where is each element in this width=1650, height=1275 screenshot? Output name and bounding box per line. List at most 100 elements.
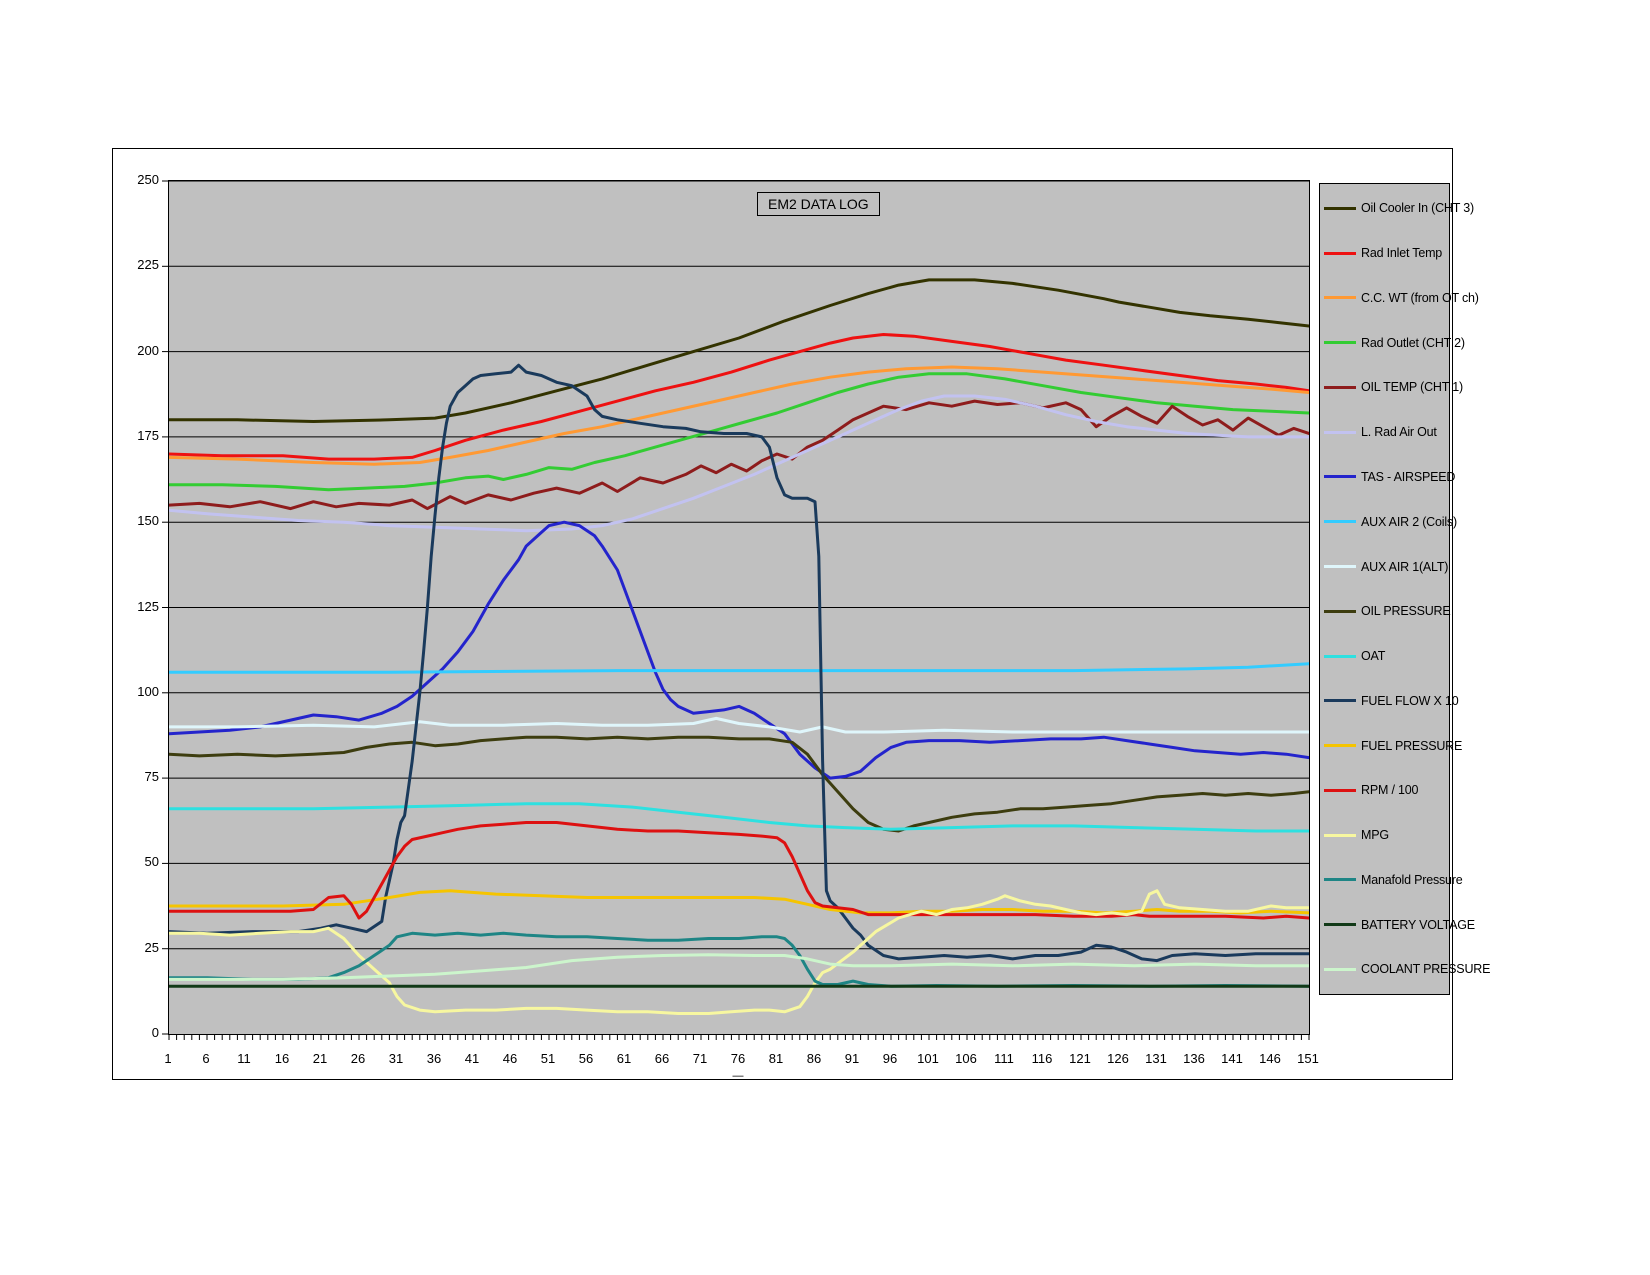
series-mpg <box>169 889 1309 1015</box>
series-coolant-pressure <box>169 953 1309 981</box>
series-fuel-flow-x-10 <box>169 363 1309 963</box>
plot-area[interactable]: EM2 DATA LOG <box>168 180 1310 1035</box>
y-axis-label: 225 <box>137 257 159 273</box>
x-axis-label: 116 <box>1031 1051 1053 1066</box>
legend-label: MPG <box>1361 828 1389 843</box>
x-axis-label: 76 <box>730 1051 746 1066</box>
series-oil-pressure <box>169 735 1309 833</box>
legend-label: OIL PRESSURE <box>1361 604 1451 619</box>
series-c-c-wt-from-ot-ch <box>169 365 1309 466</box>
legend-label: RPM / 100 <box>1361 783 1419 798</box>
y-axis-label: 0 <box>151 1025 159 1040</box>
x-axis-ticks <box>168 1034 1310 1040</box>
y-axis-label: 75 <box>144 769 159 785</box>
legend-swatch-oil-temp-cht-1 <box>1324 385 1356 389</box>
x-axis-label: 61 <box>616 1051 632 1066</box>
x-axis-label: 91 <box>844 1051 860 1066</box>
legend-swatch-oil-cooler-in-cht-3 <box>1324 206 1356 210</box>
legend-item-battery-voltage[interactable]: BATTERY VOLTAGE <box>1324 918 1475 932</box>
legend-item-c-c-wt-from-ot-ch[interactable]: C.C. WT (from OT ch) <box>1324 291 1479 305</box>
x-axis-label: 136 <box>1183 1051 1205 1066</box>
series-fuel-pressure <box>169 889 1309 915</box>
legend-label: TAS - AIRSPEED <box>1361 469 1456 484</box>
x-axis-label: 131 <box>1145 1051 1167 1066</box>
x-axis-label: 146 <box>1259 1051 1281 1066</box>
x-axis-label: 11 <box>237 1051 251 1066</box>
x-axis-label: 111 <box>994 1051 1014 1066</box>
chart-area[interactable]: 250 225 200 175 150 125 100 75 50 25 0 EM2 DATA LO… <box>112 148 1490 1082</box>
x-axis-label: 36 <box>426 1051 442 1066</box>
series-l-rad-air-out <box>169 394 1309 533</box>
x-axis-label: 31 <box>388 1051 404 1066</box>
legend-label: C.C. WT (from OT ch) <box>1361 290 1479 305</box>
series-oil-temp-cht-1 <box>169 399 1309 511</box>
y-axis-label: 175 <box>137 427 159 443</box>
legend-swatch-l-rad-air-out <box>1324 430 1356 434</box>
legend-swatch-fuel-pressure <box>1324 744 1356 748</box>
series-aux-air-2-coils <box>169 662 1309 674</box>
legend-swatch-battery-voltage <box>1324 923 1356 927</box>
legend-label: FUEL FLOW X 10 <box>1361 693 1459 708</box>
legend-item-mpg[interactable]: MPG <box>1324 828 1449 842</box>
x-axis-label: 56 <box>578 1051 594 1066</box>
y-axis-label: 100 <box>137 683 159 699</box>
legend-item-manafold-pressure[interactable]: Manafold Pressure <box>1324 873 1463 887</box>
legend-label: BATTERY VOLTAGE <box>1361 917 1475 932</box>
legend-label: Manafold Pressure <box>1361 872 1463 887</box>
legend[interactable]: Oil Cooler In (CHT 3) Rad Inlet Temp C.C. … <box>1319 183 1490 995</box>
y-axis-label: 150 <box>137 513 159 529</box>
x-axis-label: 16 <box>274 1051 290 1066</box>
legend-swatch-rad-outlet-cht-2 <box>1324 341 1356 345</box>
x-axis-label: 121 <box>1069 1051 1091 1066</box>
legend-item-aux-air-1-alt[interactable]: AUX AIR 1(ALT) <box>1324 560 1449 574</box>
legend-label: OAT <box>1361 649 1386 664</box>
legend-label: FUEL PRESSURE <box>1361 738 1463 753</box>
legend-label: Rad Inlet Temp <box>1361 246 1443 261</box>
y-axis-label: 125 <box>137 598 159 614</box>
legend-swatch-aux-air-2-coils <box>1324 520 1356 524</box>
legend-swatch-oil-pressure <box>1324 609 1356 613</box>
x-axis-label: 126 <box>1107 1051 1129 1066</box>
series-rpm-100 <box>169 821 1309 920</box>
x-axis-label: 101 <box>917 1051 939 1066</box>
series-aux-air-1-alt <box>169 716 1309 734</box>
legend-swatch-aux-air-1-alt <box>1324 565 1356 568</box>
legend-item-rad-outlet-cht-2[interactable]: Rad Outlet (CHT 2) <box>1324 336 1465 350</box>
x-axis-label: 21 <box>312 1051 328 1066</box>
legend-swatch-coolant-pressure <box>1324 967 1356 971</box>
x-axis-label: 106 <box>955 1051 977 1066</box>
legend-item-rad-inlet-temp[interactable]: Rad Inlet Temp <box>1324 246 1449 260</box>
legend-swatch-rad-inlet-temp <box>1324 251 1356 255</box>
legend-item-fuel-flow-x-10[interactable]: FUEL FLOW X 10 <box>1324 694 1459 708</box>
legend-item-coolant-pressure[interactable]: COOLANT PRESSURE <box>1324 962 1490 976</box>
x-axis-label: 141 <box>1221 1051 1243 1066</box>
x-axis-label: 151 <box>1297 1051 1319 1066</box>
legend-label: OIL TEMP (CHT 1) <box>1361 380 1463 395</box>
y-axis-label: 50 <box>144 854 159 870</box>
x-axis-label: 41 <box>464 1051 480 1066</box>
x-axis-label: 46 <box>502 1051 518 1066</box>
legend-item-oil-pressure[interactable]: OIL PRESSURE <box>1324 604 1451 619</box>
legend-item-rpm-100[interactable]: RPM / 100 <box>1324 783 1449 797</box>
x-axis-label: 6 <box>202 1051 210 1066</box>
legend-item-tas-airspeed[interactable]: TAS - AIRSPEED <box>1324 470 1455 484</box>
legend-item-oil-temp-cht-1[interactable]: OIL TEMP (CHT 1) <box>1324 380 1463 394</box>
x-axis-label: 71 <box>692 1051 708 1066</box>
legend-item-oat[interactable]: OAT <box>1324 649 1449 663</box>
legend-label: L. Rad Air Out <box>1361 425 1437 440</box>
x-axis-label: 86 <box>806 1051 822 1066</box>
legend-swatch-c-c-wt-from-ot-ch <box>1324 296 1356 300</box>
legend-item-oil-cooler-in-cht-3[interactable]: Oil Cooler In (CHT 3) <box>1324 201 1474 215</box>
y-axis-label: 200 <box>137 342 159 358</box>
chart-title[interactable]: EM2 DATA LOG <box>757 192 880 216</box>
legend-swatch-oat <box>1324 654 1356 658</box>
x-axis-label: 1 <box>164 1051 172 1066</box>
legend-swatch-mpg <box>1324 833 1356 837</box>
legend-item-l-rad-air-out[interactable]: L. Rad Air Out <box>1324 425 1449 439</box>
series-oil-cooler-in-cht-3 <box>169 278 1309 423</box>
x-axis-label: 26 <box>350 1051 366 1066</box>
legend-item-aux-air-2-coils[interactable]: AUX AIR 2 (Coils) <box>1324 515 1457 529</box>
legend-swatch-tas-airspeed <box>1324 475 1356 479</box>
x-axis-title-dash: — <box>732 1070 744 1082</box>
legend-item-fuel-pressure[interactable]: FUEL PRESSURE <box>1324 739 1462 753</box>
